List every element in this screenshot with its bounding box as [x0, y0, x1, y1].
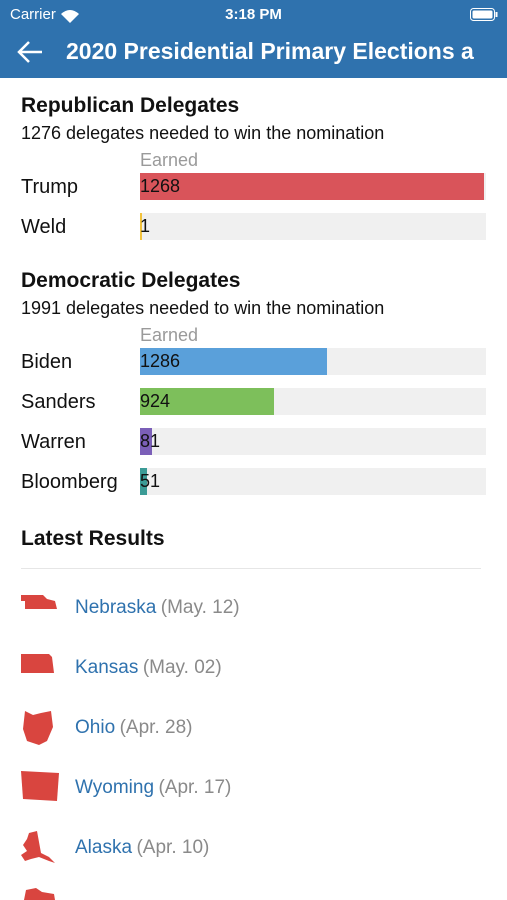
chart-subtitle: 1991 delegates needed to win the nominat…	[21, 298, 385, 318]
chart-subtitle: 1276 delegates needed to win the nominat…	[21, 123, 385, 143]
state-link[interactable]: Kansas	[75, 657, 139, 678]
state-icon	[21, 654, 54, 673]
state-icon	[21, 831, 55, 863]
category-label: Sanders	[21, 391, 96, 413]
result-row[interactable]: Wyoming (Apr. 17)	[75, 777, 231, 799]
state-link[interactable]: Ohio	[75, 717, 116, 738]
category-label: Warren	[21, 431, 86, 453]
bar	[140, 388, 275, 415]
column-header: Earned	[140, 325, 199, 345]
clock: 3:18 PM	[225, 6, 282, 23]
bar-track	[140, 428, 486, 455]
section-title: Latest Results	[21, 527, 165, 550]
category-label: Weld	[21, 216, 67, 238]
state-icon	[23, 711, 53, 745]
bar	[140, 173, 484, 200]
value-label: 1286	[140, 351, 181, 371]
back-button[interactable]	[16, 40, 44, 64]
state-link[interactable]: Nebraska	[75, 597, 157, 618]
result-row[interactable]: Ohio (Apr. 28)	[75, 717, 192, 739]
result-date: (Apr. 17)	[158, 777, 232, 798]
state-icon	[21, 595, 57, 609]
result-date: (Apr. 10)	[136, 837, 210, 858]
state-link[interactable]: Alaska	[75, 837, 133, 858]
result-row[interactable]: Alaska (Apr. 10)	[75, 837, 209, 859]
chart-title: Republican Delegates	[21, 94, 240, 117]
value-label: 1	[140, 216, 151, 236]
category-label: Bloomberg	[21, 471, 118, 493]
carrier: Carrier	[10, 6, 56, 23]
chart-title: Democratic Delegates	[21, 269, 241, 292]
bar-track	[140, 468, 486, 495]
result-date: (Apr. 28)	[119, 717, 193, 738]
result-date: (May. 02)	[142, 657, 222, 678]
state-icon	[21, 771, 59, 801]
result-row[interactable]: Kansas (May. 02)	[75, 657, 222, 679]
value-label: 81	[140, 431, 161, 451]
bar	[140, 348, 327, 375]
nav-bar: Carrier 3:18 PM 2020 Presidential Primar…	[0, 0, 507, 78]
result-date: (May. 12)	[160, 597, 240, 618]
value-label: 1268	[140, 176, 181, 196]
bar	[140, 213, 142, 240]
bar	[140, 428, 152, 455]
value-label: 924	[140, 391, 171, 411]
state-icon	[24, 888, 55, 900]
bar-track	[140, 213, 486, 240]
divider	[21, 568, 481, 569]
column-header: Earned	[140, 150, 199, 170]
bar	[140, 468, 148, 495]
wifi-icon	[61, 10, 79, 23]
page-title: 2020 Presidential Primary Elections a	[66, 38, 474, 64]
category-label: Trump	[21, 176, 79, 198]
category-label: Biden	[21, 351, 73, 373]
battery-icon	[470, 8, 498, 21]
value-label: 51	[140, 471, 161, 491]
result-row[interactable]: Nebraska (May. 12)	[75, 597, 240, 619]
state-link[interactable]: Wyoming	[75, 777, 155, 798]
